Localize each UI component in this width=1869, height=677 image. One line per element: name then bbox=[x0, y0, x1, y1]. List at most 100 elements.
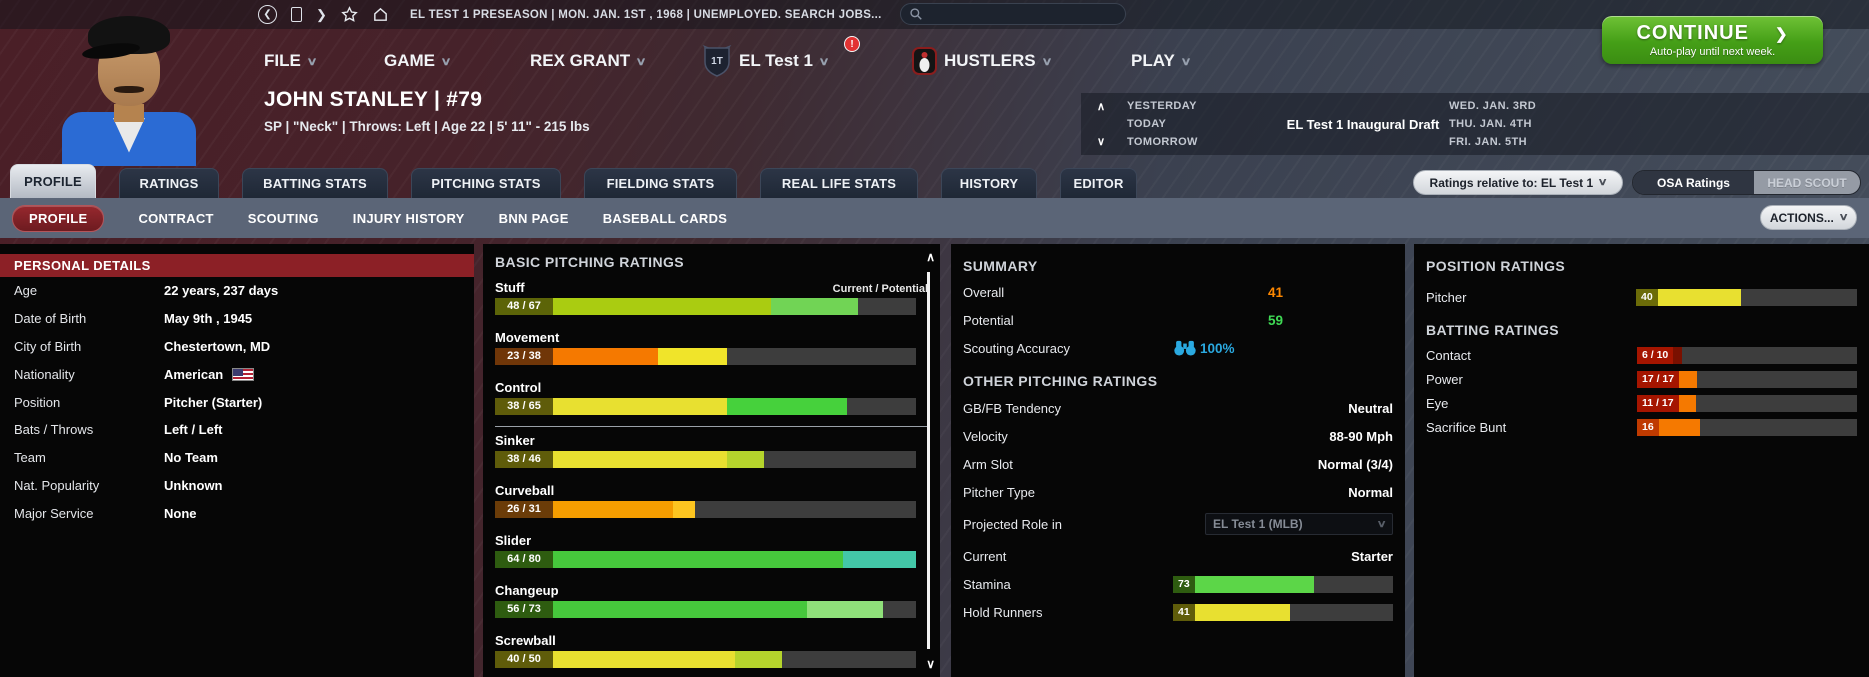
player-info-line: SP | "Neck" | Throws: Left | Age 22 | 5'… bbox=[264, 119, 590, 134]
personal-detail-row: Position Pitcher (Starter) bbox=[0, 388, 474, 416]
rating-value-badge: 6 / 10 bbox=[1637, 346, 1674, 364]
pitch-rating-row: Slider 64 / 80 bbox=[495, 529, 928, 568]
chevron-down-icon: ∨ bbox=[818, 55, 830, 68]
personal-detail-row: Date of Birth May 9th , 1945 bbox=[0, 305, 474, 333]
personal-detail-row: Age 22 years, 237 days bbox=[0, 277, 474, 305]
head-scout-toggle[interactable]: HEAD SCOUT bbox=[1754, 171, 1860, 194]
pitch-rating-name: Slider bbox=[495, 533, 532, 548]
rating-bar: 17 / 17 bbox=[1637, 370, 1857, 388]
tab-pitching-stats[interactable]: PITCHING STATS bbox=[411, 168, 561, 198]
rating-track bbox=[1658, 418, 1857, 436]
subtab-contract[interactable]: CONTRACT bbox=[138, 210, 214, 226]
subtab-bnn-page[interactable]: BNN PAGE bbox=[498, 210, 569, 226]
rating-track bbox=[1678, 394, 1857, 412]
schedule-date: FRI. JAN. 5TH bbox=[1449, 135, 1527, 148]
pitch-rating-current-fill bbox=[553, 348, 659, 365]
chevron-right-icon: ❯ bbox=[1774, 25, 1789, 43]
pitch-rating-row: Stuff Current / Potential 48 / 67 bbox=[495, 276, 928, 315]
rating-label: Pitcher bbox=[1426, 289, 1467, 305]
sub-tabs: PROFILE CONTRACT SCOUTING INJURY HISTORY BNN… bbox=[12, 198, 727, 238]
tab-real-life-stats[interactable]: REAL LIFE STATS bbox=[760, 168, 918, 198]
personal-detail-value: American bbox=[164, 367, 255, 382]
pitch-rating-current-fill bbox=[553, 501, 673, 518]
ratings-relative-dropdown[interactable]: Ratings relative to: EL Test 1 ∨ bbox=[1413, 170, 1623, 195]
summary-label: Current bbox=[963, 548, 1007, 564]
menu-play[interactable]: PLAY ∨ bbox=[1131, 46, 1191, 76]
summary-row-pitcher-type: Pitcher Type Normal bbox=[963, 478, 1393, 506]
continue-label: CONTINUE ❯ bbox=[1636, 22, 1789, 44]
status-text[interactable]: EL TEST 1 PRESEASON | MON. JAN. 1ST , 19… bbox=[410, 8, 882, 21]
personal-detail-row: Nationality American bbox=[0, 360, 474, 388]
pitch-rating-value-badge: 38 / 46 bbox=[495, 451, 553, 468]
portrait-neck bbox=[114, 104, 144, 122]
pitch-rating-bar: 56 / 73 bbox=[495, 601, 916, 618]
menu-manager[interactable]: REX GRANT ∨ bbox=[530, 46, 647, 76]
rating-label: Stamina bbox=[963, 576, 1011, 592]
schedule-next-icon[interactable]: ∨ bbox=[1097, 136, 1106, 149]
tab-editor[interactable]: EDITOR bbox=[1060, 168, 1137, 198]
pitch-rating-bar: 48 / 67 bbox=[495, 298, 916, 315]
search-input[interactable] bbox=[900, 3, 1126, 25]
subtab-profile[interactable]: PROFILE bbox=[12, 204, 105, 232]
menu-team[interactable]: HUSTLERS ∨ bbox=[912, 46, 1053, 76]
forward-icon[interactable]: ❯ bbox=[316, 7, 327, 22]
schedule-event[interactable]: EL Test 1 Inaugural Draft bbox=[1286, 116, 1440, 132]
scrollbar-thumb[interactable] bbox=[927, 272, 930, 649]
pitch-rating-value-badge: 26 / 31 bbox=[495, 501, 553, 518]
position-ratings-panel: POSITION RATINGS Pitcher 40 BATTING RATING… bbox=[1414, 244, 1869, 677]
us-flag-icon bbox=[232, 367, 255, 381]
tab-ratings[interactable]: RATINGS bbox=[119, 168, 219, 198]
osa-ratings-toggle[interactable]: OSA Ratings bbox=[1633, 171, 1754, 194]
pitch-rating-row: Changeup 56 / 73 bbox=[495, 579, 928, 618]
schedule-prev-icon[interactable]: ∧ bbox=[1097, 100, 1106, 113]
scroll-down-icon[interactable]: ∨ bbox=[926, 657, 935, 671]
summary-value-potential: 59 bbox=[1268, 312, 1284, 328]
actions-button[interactable]: ACTIONS... ∨ bbox=[1760, 205, 1857, 230]
menu-file[interactable]: FILE ∨ bbox=[264, 46, 318, 76]
schedule-day-label: TOMORROW bbox=[1127, 135, 1198, 148]
tab-fielding-stats[interactable]: FIELDING STATS bbox=[584, 168, 737, 198]
pitch-rating-name: Changeup bbox=[495, 583, 559, 598]
continue-button[interactable]: CONTINUE ❯ Auto-play until next week. bbox=[1602, 16, 1823, 64]
tab-profile[interactable]: PROFILE bbox=[10, 164, 96, 198]
continue-subtext: Auto-play until next week. bbox=[1649, 46, 1776, 58]
home-icon[interactable] bbox=[372, 6, 389, 23]
subtab-injury-history[interactable]: INJURY HISTORY bbox=[352, 210, 465, 226]
nav-history-icons: ❮ ❯ bbox=[258, 0, 389, 29]
summary-label: Velocity bbox=[963, 428, 1008, 444]
menu-league[interactable]: 1T EL Test 1 ∨ ! bbox=[702, 36, 860, 77]
pitch-rating-track bbox=[553, 298, 916, 315]
pitch-rating-track bbox=[553, 551, 916, 568]
binoculars-icon bbox=[1173, 340, 1200, 356]
personal-detail-label: Team bbox=[14, 450, 46, 466]
back-icon[interactable]: ❮ bbox=[258, 5, 277, 24]
personal-detail-label: Date of Birth bbox=[14, 311, 87, 327]
pitch-rating-bar: 38 / 46 bbox=[495, 451, 916, 468]
projected-role-dropdown[interactable]: EL Test 1 (MLB) ∨ bbox=[1205, 513, 1393, 535]
tab-batting-stats[interactable]: BATTING STATS bbox=[242, 168, 388, 198]
summary-row-current-role: Current Starter bbox=[963, 542, 1393, 570]
scroll-up-icon[interactable]: ∧ bbox=[926, 250, 935, 264]
summary-label: GB/FB Tendency bbox=[963, 400, 1062, 416]
rating-value-badge: 73 bbox=[1173, 575, 1195, 593]
league-alert-badge[interactable]: ! bbox=[844, 36, 860, 52]
chevron-down-icon: ∨ bbox=[1041, 55, 1053, 68]
chevron-down-icon: ∨ bbox=[440, 55, 452, 68]
pitch-rating-row: Screwball 40 / 50 bbox=[495, 629, 928, 668]
summary-label: Scouting Accuracy bbox=[963, 340, 1070, 356]
pitch-rating-current-fill bbox=[553, 398, 728, 415]
subtab-baseball-cards[interactable]: BASEBALL CARDS bbox=[602, 210, 728, 226]
window-icon[interactable] bbox=[291, 7, 302, 22]
menu-game[interactable]: GAME ∨ bbox=[384, 46, 452, 76]
rating-track bbox=[1657, 288, 1857, 306]
summary-row-gb-fb-tendency: GB/FB Tendency Neutral bbox=[963, 394, 1393, 422]
favorites-star-icon[interactable] bbox=[341, 6, 358, 23]
pitch-rating-row: Curveball 26 / 31 bbox=[495, 479, 928, 518]
subtab-scouting[interactable]: SCOUTING bbox=[247, 210, 319, 226]
personal-detail-row: City of Birth Chestertown, MD bbox=[0, 333, 474, 361]
personal-detail-value: None bbox=[164, 505, 197, 521]
tab-history[interactable]: HISTORY bbox=[941, 168, 1037, 198]
chevron-down-icon: ∨ bbox=[306, 55, 318, 68]
actions-label: ACTIONS... bbox=[1769, 210, 1834, 225]
